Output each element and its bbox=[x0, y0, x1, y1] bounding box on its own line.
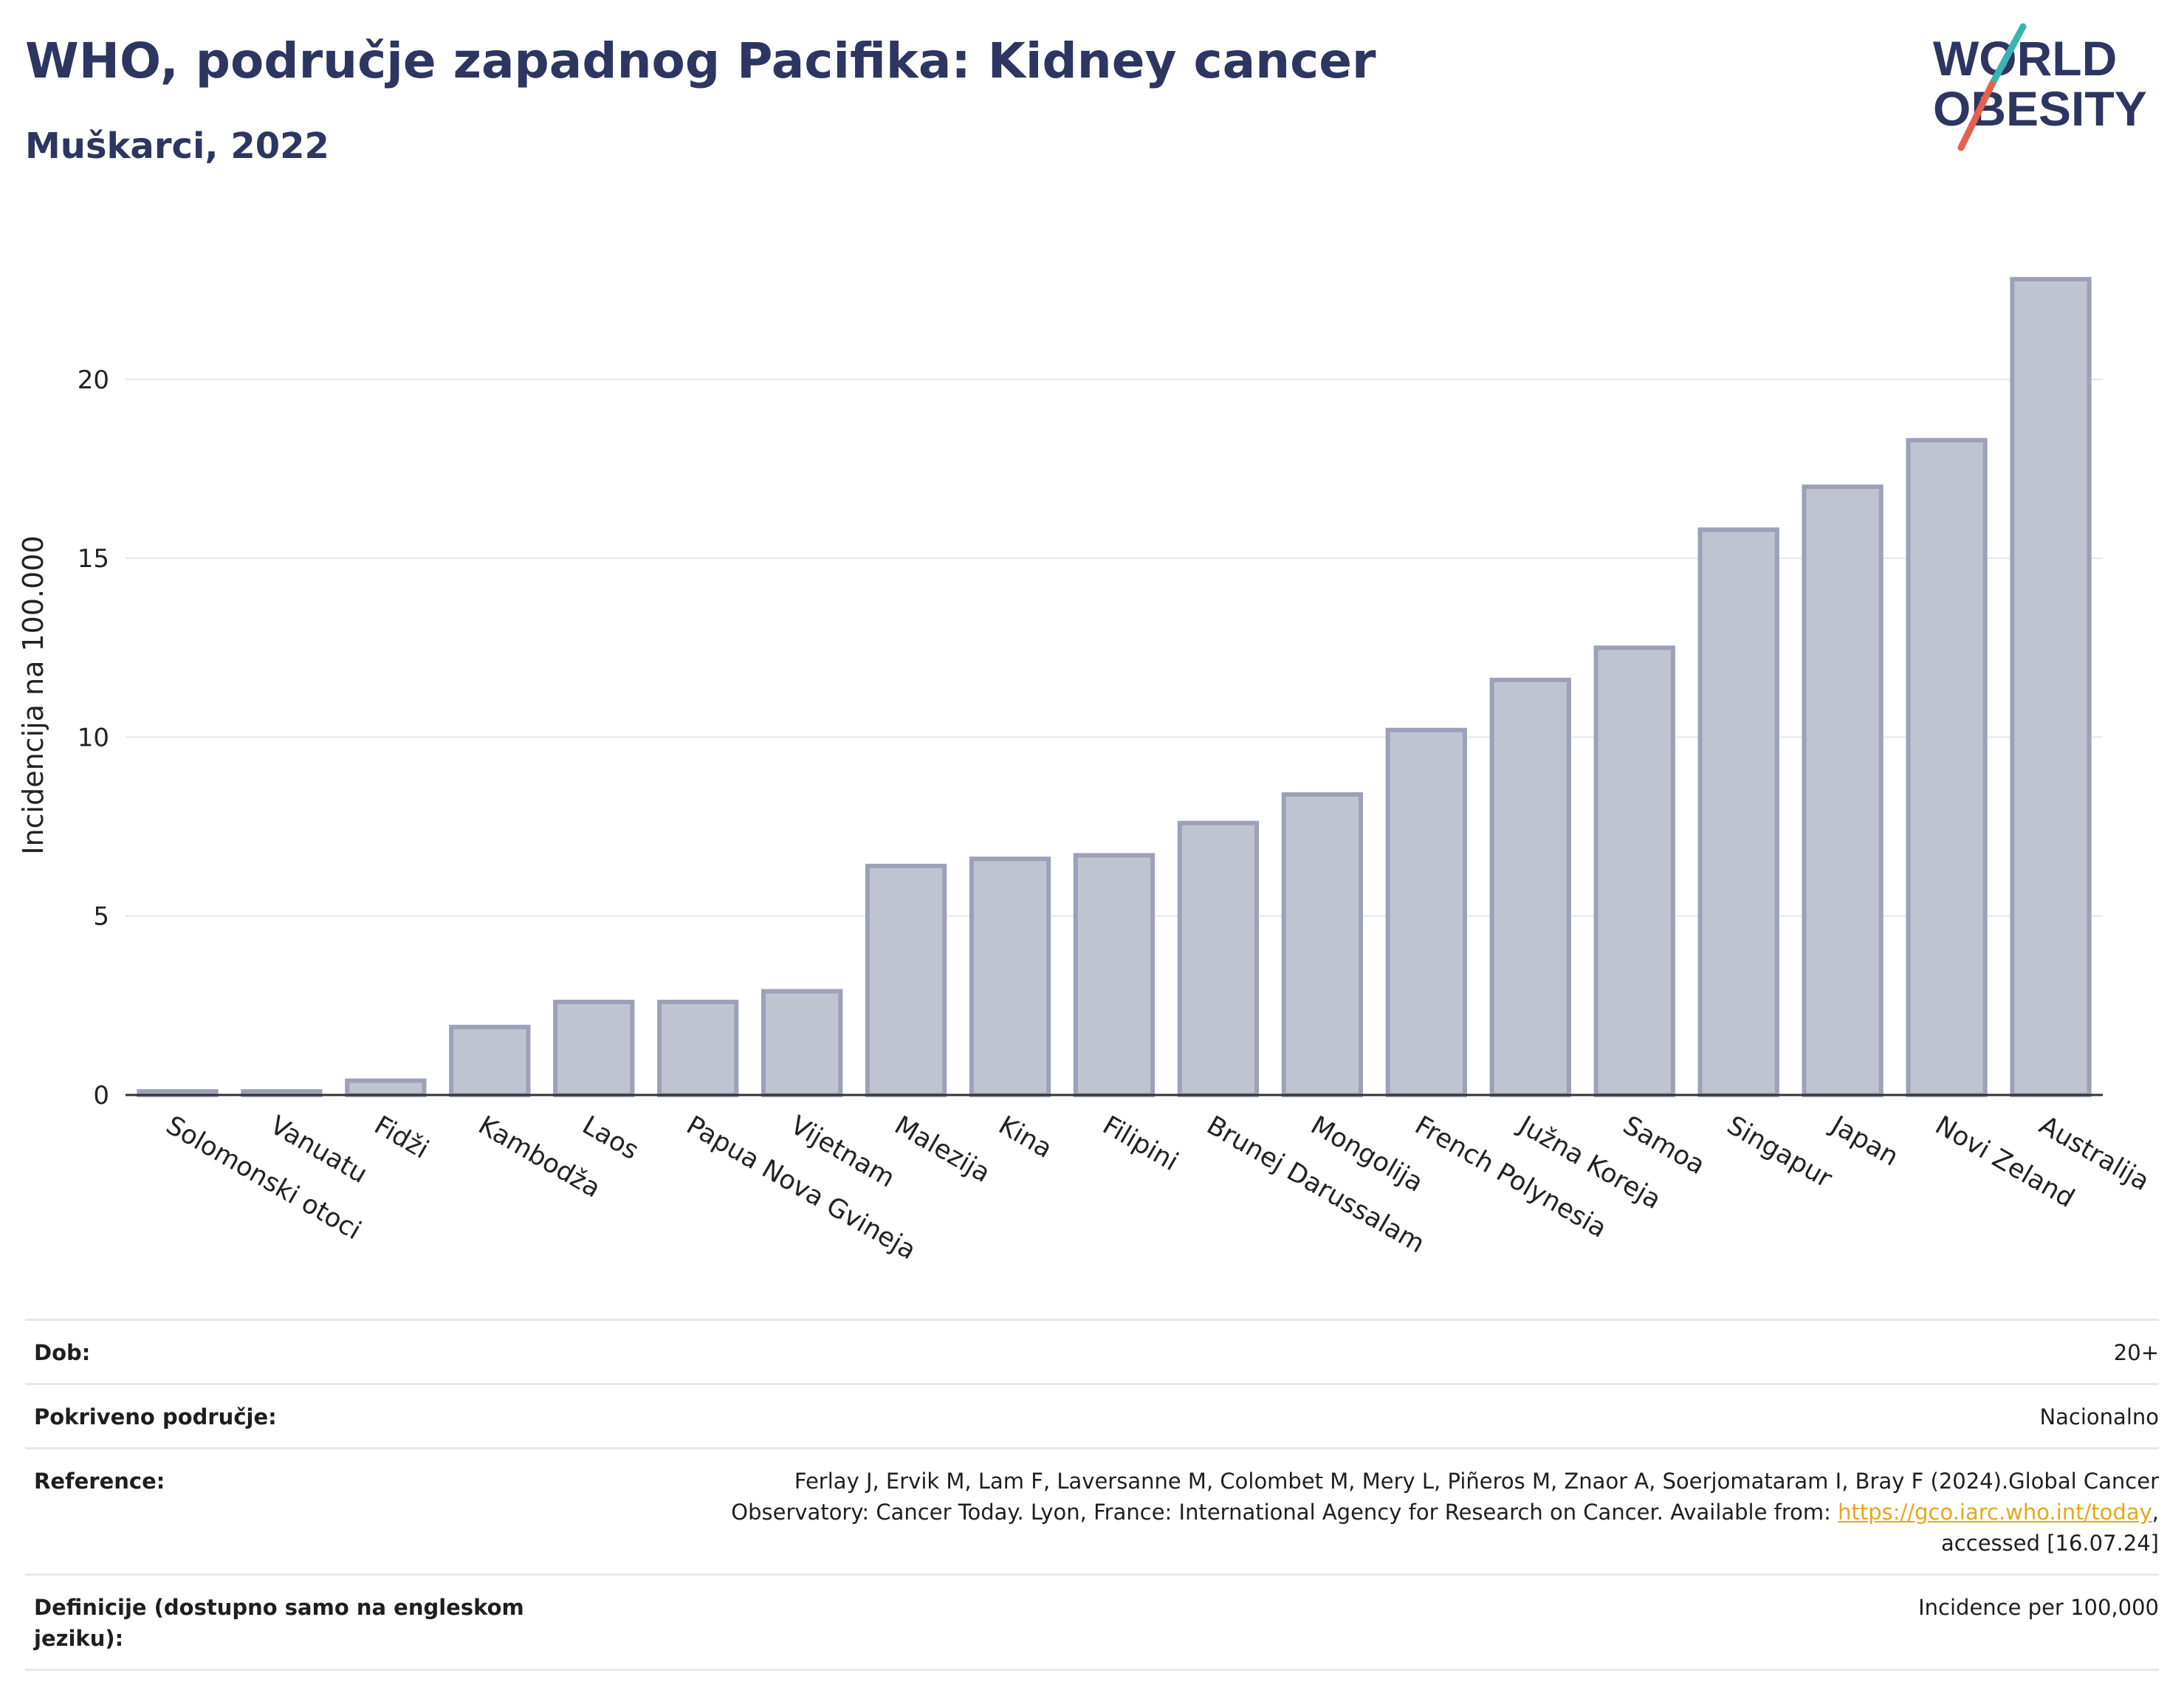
info-row-dob: Dob: 20+ bbox=[25, 1319, 2159, 1383]
logo-slash-teal bbox=[1988, 23, 2027, 88]
bar-mongolija bbox=[1281, 792, 1364, 1097]
bar-french-polynesia bbox=[1385, 727, 1467, 1097]
logo-text-world: WORLD bbox=[1933, 31, 2117, 86]
x-tick-label: Laos bbox=[577, 1110, 644, 1166]
info-table: Dob: 20+ Pokriveno područje: Nacionalno … bbox=[25, 1319, 2159, 1671]
x-tick-label: Fidži bbox=[369, 1110, 433, 1164]
bar-papua-nova-gvineja bbox=[657, 1000, 739, 1097]
bar-malezija bbox=[865, 863, 947, 1097]
bar-samoa bbox=[1593, 645, 1675, 1097]
y-tick-label: 5 bbox=[93, 902, 109, 932]
bar-novi-zeland bbox=[1906, 438, 1988, 1097]
bar-vijetnam bbox=[761, 989, 843, 1097]
info-row-definitions: Definicije (dostupno samo na engleskom j… bbox=[25, 1573, 2159, 1671]
x-tick-label: Solomonski otoci bbox=[161, 1110, 366, 1246]
info-label: Dob: bbox=[34, 1340, 91, 1365]
info-label: Pokriveno područje: bbox=[34, 1404, 277, 1429]
info-value: Nacionalno bbox=[2039, 1404, 2159, 1429]
reference-link[interactable]: https://gco.iarc.who.int/today bbox=[1838, 1500, 2152, 1525]
bar-južna-koreja bbox=[1489, 677, 1571, 1097]
bar-filipini bbox=[1073, 853, 1155, 1097]
bar-kambodža bbox=[449, 1024, 531, 1098]
reference-line: , bbox=[2152, 1500, 2159, 1525]
x-tick-label: Kina bbox=[994, 1110, 1057, 1164]
y-tick-label: 15 bbox=[78, 544, 109, 574]
x-tick-label: Singapur bbox=[1722, 1110, 1837, 1194]
info-row-coverage: Pokriveno područje: Nacionalno bbox=[25, 1383, 2159, 1447]
reference-line: Ferlay J, Ervik M, Lam F, Laversanne M, … bbox=[794, 1469, 2159, 1494]
info-value: 20+ bbox=[2113, 1340, 2159, 1365]
bars bbox=[137, 277, 2092, 1098]
y-tick-label: 0 bbox=[93, 1081, 109, 1110]
y-tick-label: 10 bbox=[78, 723, 109, 752]
x-tick-label: Japan bbox=[1824, 1110, 1903, 1172]
x-tick-label: Filipini bbox=[1098, 1110, 1184, 1177]
y-axis-label: Incidencija na 100.000 bbox=[17, 535, 49, 854]
bar-brunej-darussalam bbox=[1177, 820, 1260, 1097]
chart-title: WHO, područje zapadnog Pacifika: Kidney … bbox=[25, 32, 1376, 89]
info-label: Definicije (dostupno samo na engleskom j… bbox=[34, 1595, 524, 1651]
y-tick-label: 20 bbox=[78, 365, 109, 395]
reference-line: Observatory: Cancer Today. Lyon, France:… bbox=[731, 1500, 1838, 1525]
bar-fidži bbox=[345, 1078, 427, 1098]
logo-text-obesity: OBESITY bbox=[1933, 81, 2147, 136]
bar-japan bbox=[1802, 484, 1883, 1098]
info-value: Incidence per 100,000 bbox=[1918, 1595, 2159, 1620]
bar-singapur bbox=[1697, 527, 1779, 1097]
reference-line: accessed [16.07.24] bbox=[1941, 1531, 2159, 1556]
bar-kina bbox=[969, 856, 1051, 1097]
reference-text: Ferlay J, Ervik M, Lam F, Laversanne M, … bbox=[595, 1466, 2159, 1559]
info-label: Reference: bbox=[34, 1469, 165, 1494]
chart-subtitle: Muškarci, 2022 bbox=[25, 126, 329, 167]
info-row-reference: Reference: Ferlay J, Ervik M, Lam F, Lav… bbox=[25, 1447, 2159, 1573]
world-obesity-logo: WORLD OBESITY bbox=[1933, 23, 2147, 151]
bar-australija bbox=[2010, 277, 2092, 1097]
logo-slash-coral bbox=[1957, 80, 1996, 151]
x-tick-label: French Polynesia bbox=[1409, 1110, 1611, 1244]
y-tick-labels: 0 5 10 15 20 bbox=[78, 365, 109, 1110]
bar-laos bbox=[553, 1000, 635, 1097]
x-tick-label: Malezija bbox=[890, 1110, 995, 1189]
